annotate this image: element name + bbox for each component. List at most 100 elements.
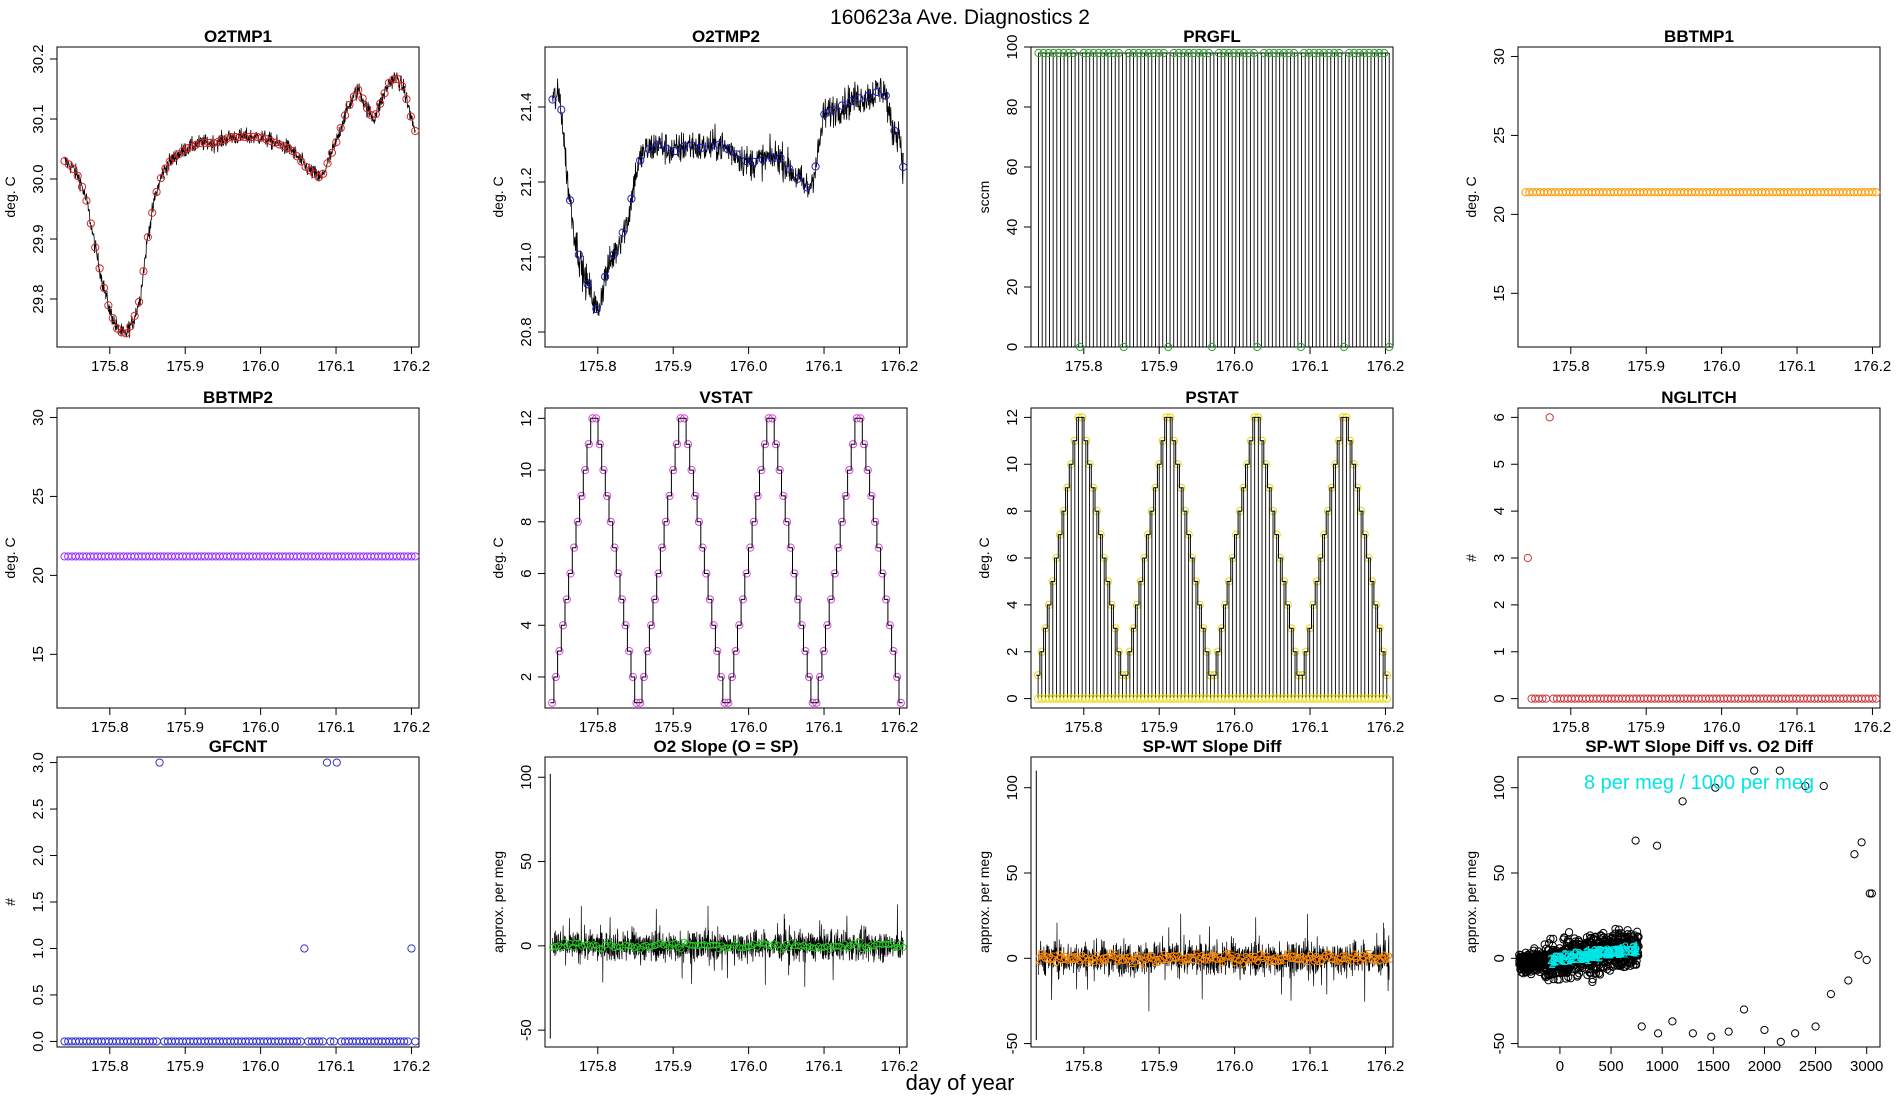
panel-spwt: SP-WT Slope Diff approx. per meg 175.8 175.…: [976, 737, 1404, 1075]
data-point: [1546, 934, 1555, 943]
data-point: [406, 112, 415, 121]
panels: O2TMP1 deg. C 175.8 175.9 176.0 176.1 176.2 29.…: [2, 27, 1891, 1075]
fit-marker: 2: [1584, 948, 1591, 963]
y-tick-label: 30: [30, 409, 47, 426]
data-point: [570, 543, 579, 552]
fit-marker: 2: [1549, 956, 1556, 971]
data-point: [644, 144, 654, 154]
data-point: [411, 1037, 420, 1046]
data-point: [1194, 48, 1203, 58]
data-point: [183, 144, 192, 153]
data-point: [595, 944, 603, 952]
fit-marker: 2: [1630, 942, 1637, 957]
data-point: [1560, 954, 1569, 963]
data-marker: 6: [1321, 948, 1329, 964]
data-point: [200, 138, 209, 148]
fit-marker: 2: [1603, 946, 1610, 961]
data-marker: 6: [1298, 950, 1306, 966]
data-marker: 8: [1371, 951, 1379, 967]
data-point: [651, 942, 659, 950]
data-point: [402, 95, 411, 104]
fit-marker: 1: [1595, 949, 1602, 964]
data-marker: 5: [1108, 946, 1116, 962]
fit-marker: 1: [1633, 939, 1640, 954]
fit-marker: 2: [1595, 943, 1602, 958]
fit-marker: 2: [1589, 947, 1596, 962]
y-tick-label: 12: [1004, 409, 1021, 426]
fit-marker: 2: [1604, 943, 1611, 958]
data-point: [1239, 48, 1249, 58]
data-point: [548, 95, 557, 104]
y-tick-label: 0: [1004, 343, 1021, 351]
series-line: [550, 417, 903, 704]
data-point: [326, 1037, 335, 1046]
x-tick-label: 176.0: [242, 1058, 280, 1075]
data-point: [1382, 694, 1391, 703]
data-point: [1370, 48, 1379, 58]
fit-marker: 1: [1558, 953, 1565, 968]
x-tick-label: 176.2: [1367, 719, 1405, 736]
panel-o2tmp1: O2TMP1 deg. C 175.8 175.9 176.0 176.1 176.2 29.…: [2, 27, 430, 375]
data-point: [738, 595, 748, 604]
data-point: [1594, 939, 1603, 948]
y-tick-label: 29.9: [30, 224, 47, 253]
x-tick-label: 175.9: [1140, 1058, 1178, 1075]
data-marker: 5: [1178, 952, 1186, 968]
plot-frame: [544, 46, 908, 348]
data-point: [407, 552, 416, 561]
y-tick-label: 3: [1491, 554, 1508, 562]
x-tick-label: 175.8: [91, 358, 129, 375]
data-point: [1339, 342, 1349, 352]
data-point: [332, 758, 341, 767]
y-tick-label: 50: [518, 853, 535, 870]
x-tick-label: 0: [1556, 1058, 1564, 1075]
data-point: [1668, 1017, 1677, 1026]
x-tick-label: 176.1: [1778, 358, 1816, 375]
fit-marker: 2: [1552, 954, 1559, 969]
panel-pstat: PSTAT deg. C 175.8 175.9 176.0 176.1 176.2 0 2 4 6…: [976, 388, 1404, 736]
data-marker: 5: [1306, 949, 1314, 965]
plot-frame: [544, 407, 908, 709]
data-point: [846, 97, 855, 106]
data-marker: 2: [1175, 949, 1183, 965]
data-marker: 8: [1067, 950, 1075, 966]
data-point: [793, 595, 803, 604]
x-tick-label: 175.8: [91, 1058, 129, 1075]
fit-marker: 1: [1617, 941, 1624, 956]
y-tick-label: 2: [1491, 601, 1508, 609]
data-marker: 6: [1111, 947, 1119, 963]
data-point: [1868, 694, 1877, 703]
data-point: [767, 153, 776, 162]
y-axis-label: approx. per meg: [976, 851, 992, 953]
y-axis-label: approx. per meg: [490, 851, 506, 953]
data-point: [1549, 934, 1558, 943]
data-marker: 5: [1213, 950, 1221, 966]
data-point: [332, 138, 341, 147]
data-point: [1545, 413, 1554, 422]
fit-marker: 2: [1627, 943, 1634, 958]
data-point: [1555, 975, 1564, 984]
fit-marker: 2: [1578, 948, 1585, 963]
data-marker: 2: [1362, 949, 1370, 965]
data-marker: 6: [1379, 948, 1387, 964]
data-marker: 8: [1149, 950, 1157, 966]
data-marker: 2: [1280, 951, 1288, 967]
data-point: [380, 89, 389, 98]
data-point: [270, 138, 280, 147]
data-marker: 8: [1289, 949, 1297, 965]
data-point: [775, 465, 784, 475]
data-point: [639, 672, 648, 682]
y-tick-label: 0: [1004, 954, 1021, 962]
data-point: [1850, 850, 1859, 859]
data-point: [1520, 958, 1529, 967]
data-point: [779, 491, 788, 501]
data-point: [820, 110, 829, 119]
data-point: [589, 941, 597, 949]
data-point: [697, 143, 706, 152]
data-point: [1204, 48, 1213, 58]
data-point: [82, 196, 91, 205]
data-point: [573, 517, 582, 526]
fit-marker: 2: [1621, 943, 1628, 958]
data-point: [1219, 48, 1229, 58]
data-point: [1628, 933, 1638, 942]
